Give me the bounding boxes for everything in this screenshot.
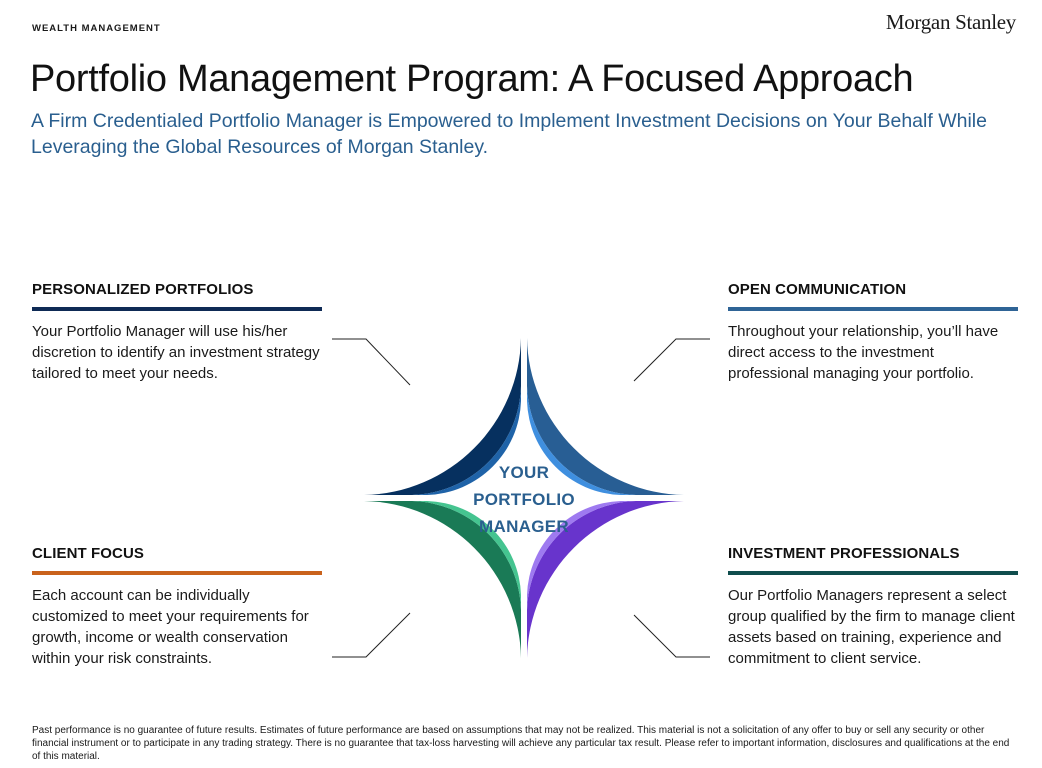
- section-title: PERSONALIZED PORTFOLIOS: [32, 281, 254, 298]
- page-title: Portfolio Management Program: A Focused …: [30, 58, 914, 100]
- ring-segment-top-right-outer: [527, 338, 684, 495]
- section-body: Our Portfolio Managers represent a selec…: [728, 587, 1015, 667]
- section-title: INVESTMENT PROFESSIONALS: [728, 545, 960, 562]
- ring-segment-bottom-right-outer: [527, 501, 684, 658]
- connector-bottom-left: [332, 612, 411, 658]
- section-open-communication: OPEN COMMUNICATION Throughout your relat…: [728, 281, 1018, 384]
- section-title: OPEN COMMUNICATION: [728, 281, 907, 298]
- section-accent-rule: [728, 307, 1018, 311]
- section-accent-rule: [728, 571, 1018, 575]
- morgan-stanley-logo: Morgan Stanley: [885, 10, 1016, 34]
- connector-bottom-right: [633, 614, 710, 658]
- eyebrow-wealth-management: WEALTH MANAGEMENT: [32, 23, 161, 34]
- section-body: Your Portfolio Manager will use his/her …: [32, 323, 320, 382]
- section-investment-professionals: INVESTMENT PROFESSIONALS Our Portfolio M…: [728, 545, 1018, 669]
- section-accent-rule: [32, 571, 322, 575]
- section-body: Throughout your relationship, you’ll hav…: [728, 323, 999, 382]
- section-accent-rule: [32, 307, 322, 311]
- center-label-line: YOUR: [498, 463, 550, 482]
- section-title: CLIENT FOCUS: [32, 545, 145, 562]
- center-label: YOUR PORTFOLIO MANAGER: [444, 459, 604, 540]
- disclaimer-footnote: Past performance is no guarantee of futu…: [32, 725, 1010, 762]
- section-personalized-portfolios: PERSONALIZED PORTFOLIOS Your Portfolio M…: [32, 281, 322, 384]
- ring-segment-bottom-left-outer: [364, 501, 521, 658]
- section-body: Each account can be individually customi…: [32, 587, 309, 667]
- center-label-line: MANAGER: [479, 517, 569, 536]
- section-client-focus: CLIENT FOCUS Each account can be individ…: [32, 545, 322, 669]
- connector-top-left: [332, 338, 411, 386]
- connector-top-right: [633, 338, 710, 382]
- ring-segment-top-left-outer: [364, 338, 521, 495]
- page-subtitle: A Firm Credentialed Portfolio Manager is…: [31, 110, 987, 158]
- center-label-line: PORTFOLIO: [473, 490, 575, 509]
